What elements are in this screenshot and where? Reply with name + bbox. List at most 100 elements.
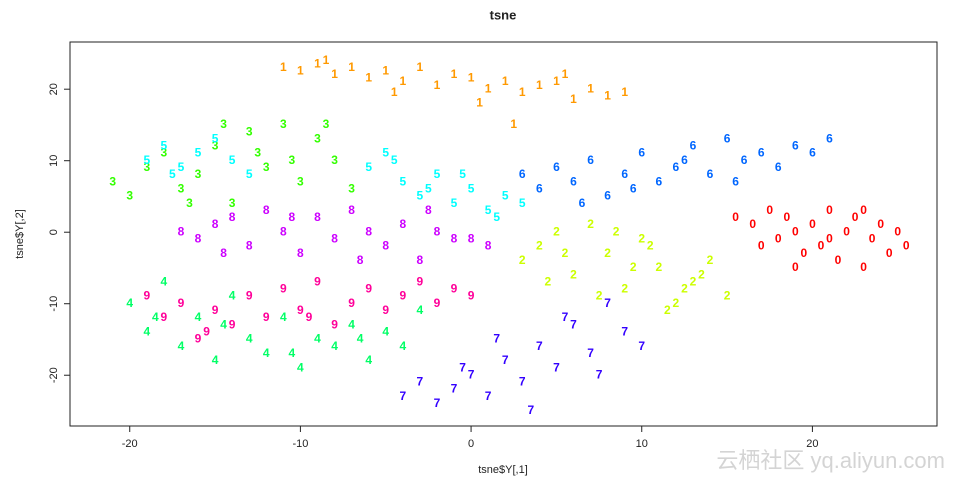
point: 7 (459, 360, 466, 374)
point: 4 (297, 360, 304, 374)
point: 2 (613, 224, 620, 238)
point: 2 (536, 239, 543, 253)
x-tick-label: 20 (806, 438, 818, 450)
point: 3 (331, 153, 338, 167)
point: 9 (331, 317, 338, 331)
point: 7 (604, 296, 611, 310)
point: 9 (246, 289, 253, 303)
point: 6 (775, 160, 782, 174)
point: 7 (587, 346, 594, 360)
point: 7 (417, 375, 424, 389)
point: 6 (673, 160, 680, 174)
y-tick-label: 10 (48, 155, 60, 167)
point: 5 (229, 153, 236, 167)
point: 9 (263, 310, 270, 324)
point: 2 (630, 260, 637, 274)
point: 0 (775, 232, 782, 246)
point: 5 (459, 167, 466, 181)
point: 5 (417, 189, 424, 203)
point: 3 (246, 124, 253, 138)
point: 6 (638, 146, 645, 160)
point: 7 (399, 389, 406, 403)
point: 1 (510, 117, 517, 131)
point: 7 (536, 339, 543, 353)
point: 5 (178, 160, 185, 174)
point: 5 (143, 153, 150, 167)
point: 9 (348, 296, 355, 310)
point: 4 (417, 303, 424, 317)
point: 8 (357, 253, 364, 267)
point: 4 (357, 332, 364, 346)
point: 9 (195, 332, 202, 346)
point: 0 (835, 253, 842, 267)
point: 7 (485, 389, 492, 403)
point: 6 (630, 181, 637, 195)
point: 1 (314, 56, 321, 70)
point: 7 (468, 367, 475, 381)
point: 5 (502, 189, 509, 203)
point: 1 (399, 74, 406, 88)
point: 6 (758, 146, 765, 160)
point: 4 (152, 310, 159, 324)
point: 8 (331, 232, 338, 246)
point: 0 (894, 224, 901, 238)
point: 3 (289, 153, 296, 167)
point: 8 (229, 210, 236, 224)
point: 1 (553, 74, 560, 88)
point: 9 (212, 303, 219, 317)
point: 7 (434, 396, 441, 410)
point: 5 (169, 167, 176, 181)
point: 6 (587, 153, 594, 167)
point: 9 (143, 289, 150, 303)
point: 1 (536, 78, 543, 92)
point: 7 (596, 367, 603, 381)
point: 6 (519, 167, 526, 181)
point: 0 (809, 217, 816, 231)
point: 9 (161, 310, 168, 324)
point: 6 (741, 153, 748, 167)
point: 7 (493, 332, 500, 346)
point: 4 (399, 339, 406, 353)
point: 8 (417, 253, 424, 267)
point: 2 (596, 289, 603, 303)
point: 4 (331, 339, 338, 353)
point: 5 (382, 146, 389, 160)
point: 7 (502, 353, 509, 367)
point: 9 (178, 296, 185, 310)
point: 8 (297, 246, 304, 260)
point: 0 (860, 203, 867, 217)
point: 1 (365, 71, 372, 85)
point: 2 (604, 246, 611, 260)
point: 3 (280, 117, 287, 131)
point: 0 (766, 203, 773, 217)
point: 1 (570, 92, 577, 106)
point: 6 (724, 131, 731, 145)
point: 8 (365, 224, 372, 238)
point: 2 (698, 267, 705, 281)
point: 8 (289, 210, 296, 224)
point: 5 (399, 174, 406, 188)
point: 5 (485, 203, 492, 217)
point: 7 (621, 324, 628, 338)
point: 2 (690, 274, 697, 288)
point: 0 (886, 246, 893, 260)
point: 6 (732, 174, 739, 188)
point: 0 (826, 232, 833, 246)
point: 5 (365, 160, 372, 174)
point: 2 (570, 267, 577, 281)
point: 1 (323, 53, 330, 67)
point: 6 (553, 160, 560, 174)
point: 0 (758, 239, 765, 253)
point: 3 (161, 146, 168, 160)
point: 3 (323, 117, 330, 131)
point: 1 (417, 60, 424, 74)
point: 6 (792, 139, 799, 153)
point: 7 (553, 360, 560, 374)
x-tick-label: -10 (292, 438, 308, 450)
point: 4 (126, 296, 133, 310)
point: 1 (519, 85, 526, 99)
point: 3 (229, 196, 236, 210)
point: 4 (195, 310, 202, 324)
